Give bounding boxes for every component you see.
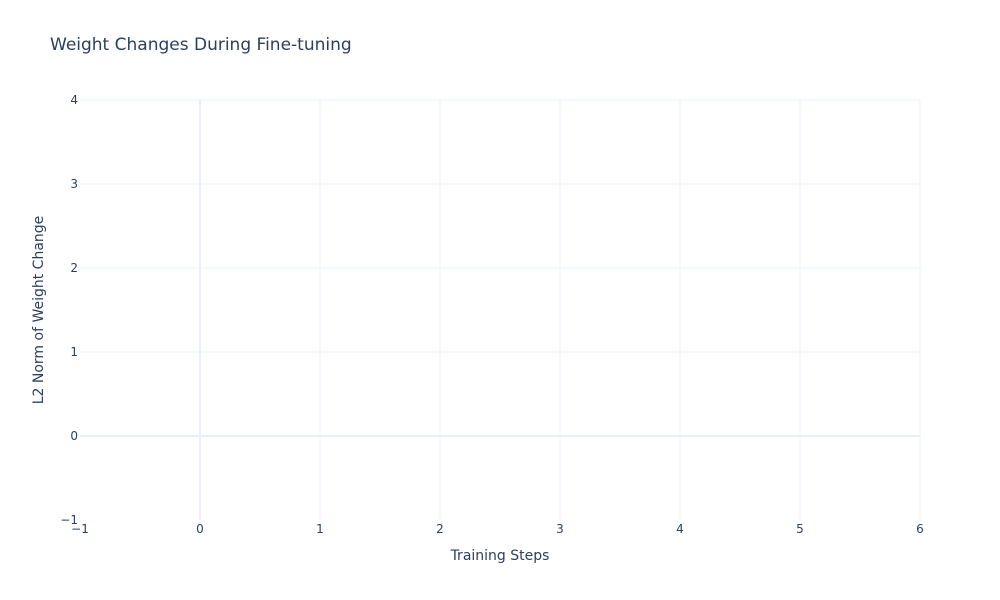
y-tick-label: −1 bbox=[60, 513, 78, 527]
y-axis-title: L2 Norm of Weight Change bbox=[31, 216, 47, 405]
y-axis-ticks: −1 0 1 2 3 4 bbox=[60, 93, 78, 527]
x-tick-label: 2 bbox=[436, 522, 444, 536]
x-tick-label: 4 bbox=[676, 522, 684, 536]
x-tick-label: 0 bbox=[196, 522, 204, 536]
grid-lines bbox=[80, 99, 921, 520]
chart-title: Weight Changes During Fine-tuning bbox=[50, 35, 352, 55]
x-tick-label: 5 bbox=[796, 522, 804, 536]
y-tick-label: 2 bbox=[70, 261, 78, 275]
x-tick-label: 1 bbox=[316, 522, 324, 536]
y-tick-label: 3 bbox=[70, 177, 78, 191]
y-tick-label: 1 bbox=[70, 345, 78, 359]
x-axis-ticks: −1 0 1 2 3 4 5 6 bbox=[71, 522, 924, 536]
x-tick-label: 3 bbox=[556, 522, 564, 536]
x-tick-label: 6 bbox=[916, 522, 924, 536]
y-tick-label: 0 bbox=[70, 429, 78, 443]
y-tick-label: 4 bbox=[70, 93, 78, 107]
x-axis-title: Training Steps bbox=[450, 548, 550, 564]
x-tick-label: −1 bbox=[71, 522, 89, 536]
